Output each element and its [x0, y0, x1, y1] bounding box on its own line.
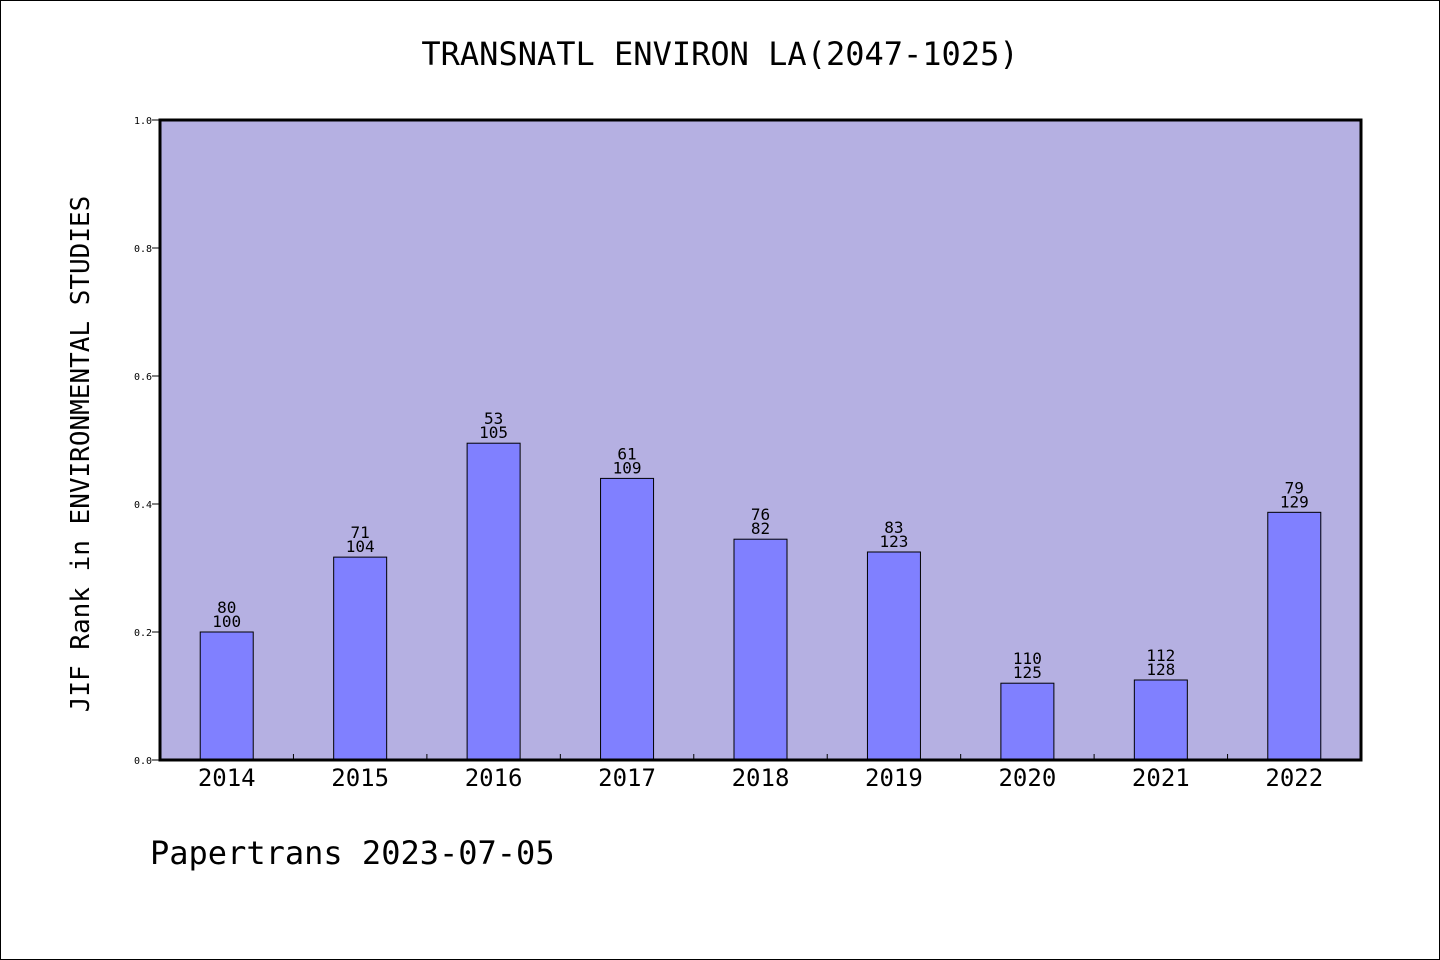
bar-rank-label: 110	[1013, 649, 1042, 668]
bar	[1267, 511, 1322, 761]
y-tick-label: 0.8	[134, 244, 152, 255]
bar-rank-label: 53	[484, 409, 503, 428]
bar-total-label: 128	[1146, 660, 1175, 679]
x-tick-label: 2020	[998, 764, 1056, 792]
bar	[466, 442, 521, 761]
x-tick-label: 2021	[1132, 764, 1190, 792]
y-tick-label: 0.2	[134, 628, 152, 639]
bar-rank-label: 80	[217, 598, 236, 617]
bar	[1133, 679, 1188, 761]
footer-source-date: Papertrans 2023-07-05	[150, 834, 555, 872]
bar-total-label: 82	[751, 519, 770, 538]
bar-total-label: 109	[613, 458, 642, 477]
x-tick-label: 2019	[865, 764, 923, 792]
bar	[733, 538, 788, 761]
bar-total-label: 104	[346, 537, 375, 556]
plot-frame	[158, 118, 1363, 762]
bar	[199, 631, 254, 761]
bar	[600, 477, 655, 761]
x-tick-label: 2018	[732, 764, 790, 792]
chart-title: TRANSNATL ENVIRON LA(2047-1025)	[421, 35, 1019, 73]
bar-rank-label: 61	[617, 444, 636, 463]
bar-total-label: 125	[1013, 663, 1042, 682]
bar-rank-label: 79	[1285, 478, 1304, 497]
bar	[1000, 682, 1055, 761]
x-tick-label: 2014	[198, 764, 256, 792]
x-tick-label: 2017	[598, 764, 656, 792]
bar	[333, 556, 388, 761]
x-tick-label: 2022	[1265, 764, 1323, 792]
y-tick-label: 0.4	[134, 500, 152, 511]
bar-total-label: 129	[1280, 492, 1309, 511]
bar-total-label: 105	[479, 423, 508, 442]
bar-rank-label: 71	[351, 523, 370, 542]
bar-rank-label: 76	[751, 505, 770, 524]
bar	[866, 551, 921, 761]
bar-rank-label: 83	[884, 518, 903, 537]
bar-rank-label: 112	[1146, 646, 1175, 665]
y-tick-label: 0.0	[134, 756, 152, 767]
y-tick-label: 1.0	[134, 116, 152, 127]
x-tick-label: 2016	[465, 764, 523, 792]
bar-total-label: 123	[879, 532, 908, 551]
y-tick-label: 0.6	[134, 372, 152, 383]
bar-total-label: 100	[212, 612, 241, 631]
x-tick-label: 2015	[331, 764, 389, 792]
